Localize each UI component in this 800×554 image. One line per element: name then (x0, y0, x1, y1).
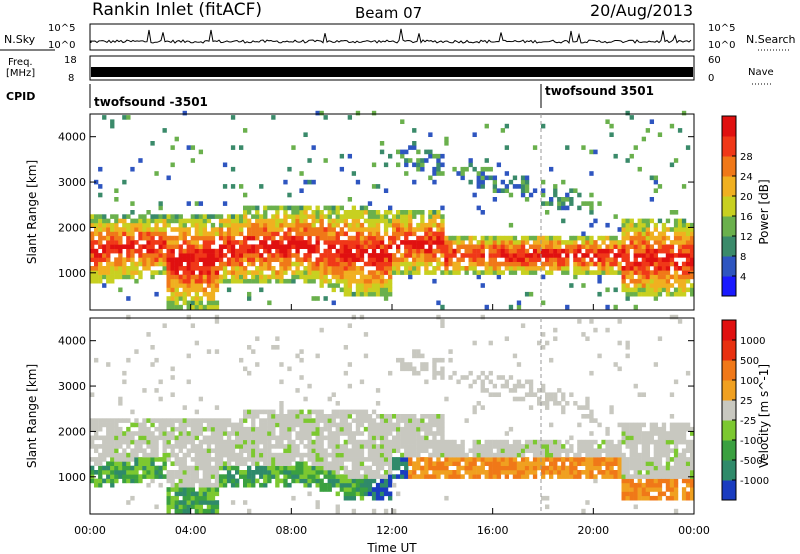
freq-label-line1: Freq. (8, 57, 33, 68)
colorbar-swatch (722, 276, 736, 297)
ytick-label: 2000 (58, 425, 86, 438)
nsky-label: N.Sky (4, 33, 36, 46)
colorbar-tick-label: 12 (740, 232, 753, 243)
colorbar-swatch (722, 176, 736, 197)
velocity-colorbar: -1000 -500 -100 -25 25 100 500 1000 (721, 319, 769, 501)
velocity-colorbar-label-main: Velocity [m s^-1] (757, 364, 771, 468)
colorbar-swatch (722, 400, 736, 421)
colorbar-swatch (722, 480, 736, 501)
station-title: Rankin Inlet (fitACF) (92, 0, 262, 20)
ytick-label: 3000 (58, 380, 86, 393)
colorbar-swatch (722, 216, 736, 237)
colorbar-tick-label: 1000 (740, 336, 765, 347)
power-colorbar-label: Power [dB] (757, 179, 771, 244)
cpid-program-1: twofsound -3501 (94, 95, 208, 109)
power-panel: Slant Range [km] 1000 2000 3000 4000 4 8 12 16… (25, 110, 771, 311)
power-ylabel: Slant Range [km] (25, 160, 39, 264)
xtick-label: 04:00 (175, 524, 207, 537)
colorbar-swatch (722, 136, 736, 157)
power-field (90, 110, 695, 310)
nsky-right-bottom-tick: 10^0 (708, 40, 735, 51)
colorbar-tick-label: 8 (740, 252, 746, 263)
colorbar-swatch (722, 460, 736, 481)
nsearch-label: N.Search (746, 33, 796, 46)
nsky-trace (90, 28, 692, 44)
xtick-label: 20:00 (577, 524, 609, 537)
freq-left-tick-bottom: 8 (68, 73, 74, 84)
ytick-label: 4000 (58, 131, 86, 144)
freq-left-tick-top: 18 (64, 55, 77, 66)
colorbar-swatch (722, 156, 736, 177)
velocity-field (90, 314, 695, 514)
power-colorbar: 4 8 12 16 20 24 28 (721, 115, 753, 297)
beam-label: Beam 07 (355, 4, 422, 22)
xtick-label: 12:00 (376, 524, 408, 537)
cpid-program-2: twofsound 3501 (545, 84, 654, 98)
freq-trace-band (91, 67, 693, 77)
colorbar-swatch (722, 380, 736, 401)
colorbar-swatch (722, 440, 736, 461)
colorbar-tick-label: 500 (740, 356, 759, 367)
ytick-label: 4000 (58, 335, 86, 348)
velocity-yticks: 1000 2000 3000 4000 (58, 335, 694, 484)
colorbar-tick-label: 4 (740, 272, 746, 283)
ytick-label: 1000 (58, 471, 86, 484)
colorbar-swatch (722, 256, 736, 277)
velocity-ylabel: Slant Range [km] (25, 364, 39, 468)
cpid-strip: CPID twofsound -3501 twofsound 3501 (6, 84, 654, 109)
colorbar-swatch (722, 196, 736, 217)
colorbar-tick-label: 28 (740, 152, 753, 163)
colorbar-swatch (722, 360, 736, 381)
time-axis-label: Time UT (366, 541, 417, 554)
cpid-label: CPID (6, 90, 35, 103)
colorbar-tick-label: 20 (740, 192, 753, 203)
freq-label-line2: [MHz] (6, 68, 35, 79)
nsky-top-tick: 10^5 (48, 23, 75, 34)
colorbar-swatch (722, 116, 736, 137)
colorbar-tick-label: -25 (740, 416, 756, 427)
colorbar-tick-label: -1000 (740, 476, 769, 487)
colorbar-tick-label: 16 (740, 212, 753, 223)
nsky-bottom-tick: 10^0 (48, 40, 75, 51)
colorbar-swatch (722, 320, 736, 341)
colorbar-swatch (722, 420, 736, 441)
colorbar-tick-label: 25 (740, 396, 753, 407)
ytick-label: 2000 (58, 221, 86, 234)
freq-right-tick-top: 60 (708, 55, 721, 66)
nsky-right-top-tick: 10^5 (708, 23, 735, 34)
colorbar-tick-label: -100 (740, 436, 763, 447)
nsky-strip: N.Sky 10^5 10^0 10^5 10^0 N.Search (0, 23, 796, 51)
colorbar-tick-label: -500 (740, 456, 763, 467)
colorbar-swatch (722, 236, 736, 257)
freq-strip: Freq. [MHz] 18 8 60 0 Nave (6, 55, 774, 85)
time-axis: 00:00 04:00 08:00 12:00 16:00 20:00 00:00 (74, 304, 710, 537)
colorbar-swatch (722, 340, 736, 361)
xtick-label: 08:00 (275, 524, 307, 537)
power-yticks: 1000 2000 3000 4000 (58, 131, 694, 280)
freq-right-tick-bottom: 0 (708, 73, 714, 84)
xtick-label: 16:00 (477, 524, 509, 537)
colorbar-tick-label: 100 (740, 376, 759, 387)
ytick-label: 1000 (58, 267, 86, 280)
xtick-label: 00:00 (74, 524, 106, 537)
ytick-label: 3000 (58, 176, 86, 189)
xtick-label: 00:00 (678, 524, 710, 537)
nave-label: Nave (748, 67, 774, 78)
colorbar-tick-label: 24 (740, 172, 753, 183)
date-label: 20/Aug/2013 (590, 1, 693, 20)
velocity-colorbar-label: Velocity [m s^-1] (757, 364, 771, 468)
